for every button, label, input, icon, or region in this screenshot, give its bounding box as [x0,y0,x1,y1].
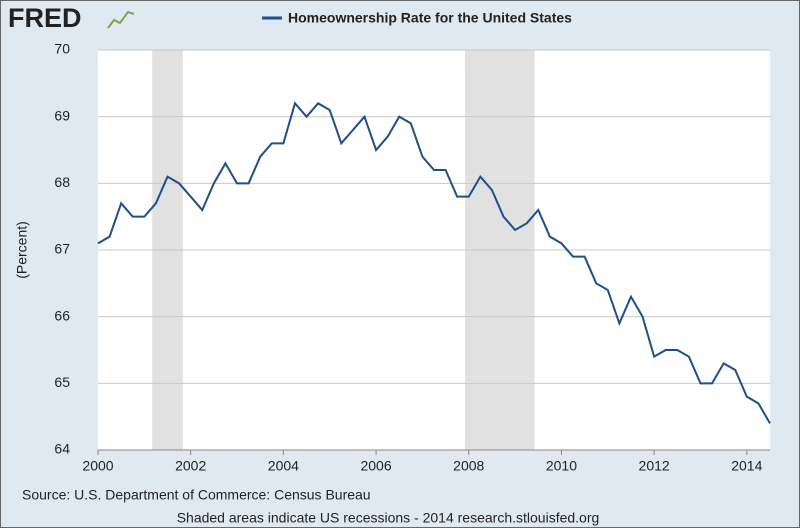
legend-label: Homeownership Rate for the United States [288,10,572,26]
y-tick-label: 67 [54,241,70,257]
y-tick-label: 69 [54,107,70,123]
x-tick-label: 2010 [546,458,577,474]
x-tick-label: 2006 [360,458,391,474]
y-tick-label: 66 [54,307,70,323]
y-tick-label: 70 [54,41,70,57]
logo: FRED [8,3,82,33]
source: Source: U.S. Department of Commerce: Cen… [22,487,371,503]
x-tick-label: 2014 [731,458,762,474]
x-tick-label: 2000 [82,458,113,474]
x-tick-label: 2008 [453,458,484,474]
x-tick-label: 2002 [175,458,206,474]
x-tick-label: 2012 [639,458,670,474]
logo-icon [107,10,135,29]
y-tick-label: 64 [54,441,70,457]
data-line [97,101,771,424]
x-tick-label: 2004 [268,458,299,474]
y-axis-label: (Percent) [14,221,30,279]
y-tick-label: 65 [54,374,70,390]
y-tick-label: 68 [54,174,70,190]
note: Shaded areas indicate US recessions - 20… [177,510,600,526]
